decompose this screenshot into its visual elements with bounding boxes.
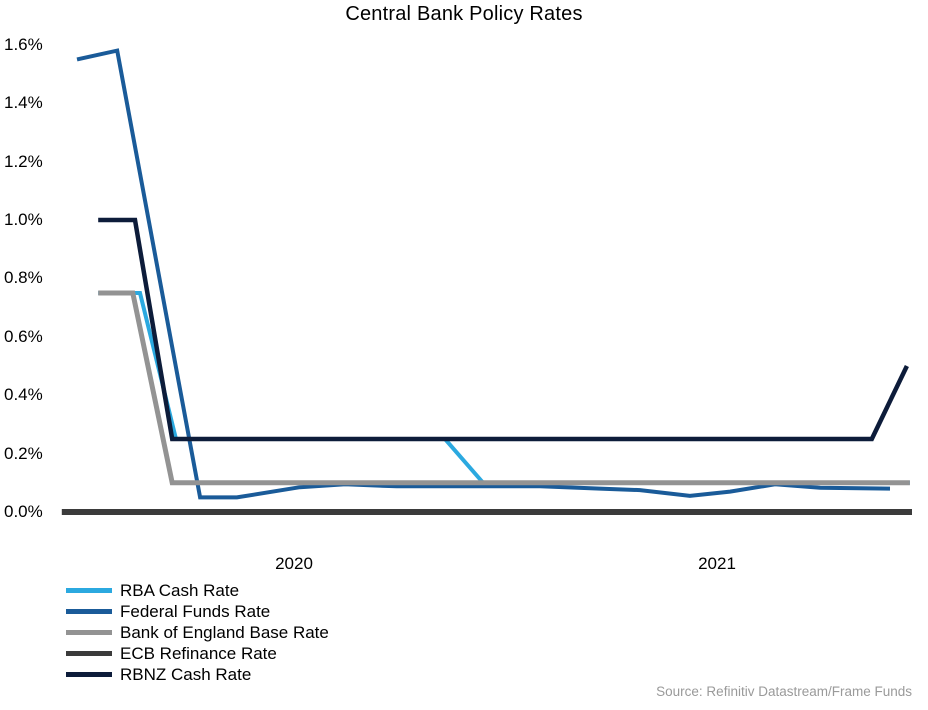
legend-label: RBNZ Cash Rate xyxy=(120,664,252,684)
y-tick-label: 1.4% xyxy=(4,93,43,113)
y-tick-label: 0.4% xyxy=(4,385,43,405)
legend-item: ECB Refinance Rate xyxy=(66,643,329,664)
legend-item: Bank of England Base Rate xyxy=(66,622,329,643)
legend-swatch xyxy=(66,609,112,614)
y-tick-label: 0.6% xyxy=(4,326,43,346)
series-line-rbnz-cash-rate xyxy=(98,217,909,442)
x-tick-label: 2021 xyxy=(698,554,736,573)
y-tick-label: 0.2% xyxy=(4,443,43,463)
y-tick-label: 1.6% xyxy=(4,34,43,54)
chart-title: Central Bank Policy Rates xyxy=(345,3,583,25)
legend-label: Bank of England Base Rate xyxy=(120,622,329,642)
legend-swatch xyxy=(66,672,112,677)
legend-item: RBA Cash Rate xyxy=(66,580,329,601)
legend-swatch xyxy=(66,630,112,635)
legend-label: Federal Funds Rate xyxy=(120,601,271,621)
source-note: Source: Refinitiv Datastream/Frame Funds xyxy=(656,684,912,699)
legend-item: RBNZ Cash Rate xyxy=(66,664,329,685)
series-line-rba-cash-rate xyxy=(98,291,910,485)
legend-item: Federal Funds Rate xyxy=(66,601,329,622)
legend: RBA Cash Rate Federal Funds Rate Bank of E… xyxy=(66,580,329,685)
y-tick-label: 0.0% xyxy=(4,502,43,521)
x-tick-label: 2020 xyxy=(275,554,313,573)
y-tick-label: 1.2% xyxy=(4,151,43,171)
series-line-federal-funds-rate xyxy=(76,48,891,500)
legend-label: ECB Refinance Rate xyxy=(120,643,277,663)
legend-swatch xyxy=(66,588,112,593)
legend-label: RBA Cash Rate xyxy=(120,580,240,600)
series-line-bank-of-england-base-rate xyxy=(98,290,910,486)
y-tick-label: 0.8% xyxy=(4,268,43,288)
y-tick-label: 1.0% xyxy=(4,210,43,229)
legend-swatch xyxy=(66,651,112,656)
